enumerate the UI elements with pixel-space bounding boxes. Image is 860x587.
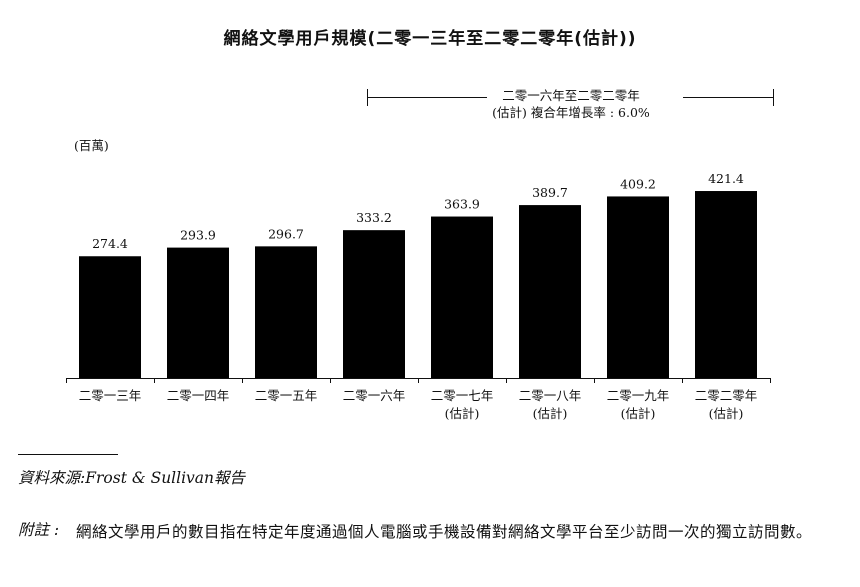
cagr-bracket-right-tick: [773, 89, 774, 106]
bar-1: [79, 256, 141, 378]
source-label: 資料來源: [18, 469, 81, 487]
cagr-bracket-left-line: [367, 97, 487, 98]
chart-title: 網絡文學用戶規模(二零一三年至二零二零年(估計)): [223, 29, 637, 49]
bar-3: [255, 246, 317, 378]
note-label: 附註 :: [18, 521, 60, 539]
bar-5: [431, 216, 493, 378]
x-tick-sublabel: (估計): [621, 406, 656, 421]
bar-4: [343, 230, 405, 378]
bar-value-label: 296.7: [268, 226, 304, 241]
unit-label: (百萬): [74, 138, 109, 153]
bar-value-label: 389.7: [532, 185, 568, 200]
bar-7: [607, 196, 669, 378]
source-text: Frost & Sullivan報告: [85, 469, 246, 487]
bar-value-label: 421.4: [708, 171, 744, 186]
x-tick-sublabel: (估計): [445, 406, 480, 421]
x-tick-sublabel: (估計): [533, 406, 568, 421]
x-tick-label: 二零一六年: [343, 388, 406, 403]
bar-8: [695, 191, 757, 378]
x-tick-label: 二零一八年: [519, 388, 582, 403]
x-tick-label: 二零一四年: [167, 388, 230, 403]
note-text: 網絡文學用戶的數目指在特定年度通過個人電腦或手機設備對網絡文學平台至少訪問一次的…: [76, 523, 813, 541]
cagr-label-line2: (估計) 複合年增長率 : 6.0%: [492, 105, 650, 120]
bar-value-label: 363.9: [444, 197, 480, 212]
source-line: 資料來源:Frost & Sullivan報告: [18, 466, 245, 488]
bar-value-label: 293.9: [180, 228, 216, 243]
x-tick-label: 二零一五年: [255, 388, 318, 403]
cagr-bracket-right-line: [683, 97, 774, 98]
x-tick-label: 二零一七年: [431, 388, 494, 403]
x-tick-label: 二零二零年: [695, 388, 758, 403]
bar-chart-plot: 274.4 二零一三年 293.9 二零一四年 296.7 二零一五年 333.2 二零一六年…: [66, 171, 771, 421]
cagr-label-line1: 二零一六年至二零二零年: [502, 88, 640, 103]
bar-6: [519, 205, 581, 378]
bar-value-label: 409.2: [620, 176, 656, 191]
cagr-annotation: 二零一六年至二零二零年 (估計) 複合年增長率 : 6.0%: [0, 0, 860, 130]
footnote-rule: [18, 454, 118, 455]
bar-2: [167, 247, 229, 378]
bar-value-label: 333.2: [356, 210, 392, 225]
x-tick-label: 二零一三年: [79, 388, 142, 403]
x-tick-sublabel: (估計): [709, 406, 744, 421]
bar-value-label: 274.4: [92, 236, 128, 251]
source-separator: :: [80, 469, 86, 487]
x-tick-label: 二零一九年: [607, 388, 670, 403]
cagr-bracket-left-tick: [367, 89, 368, 106]
